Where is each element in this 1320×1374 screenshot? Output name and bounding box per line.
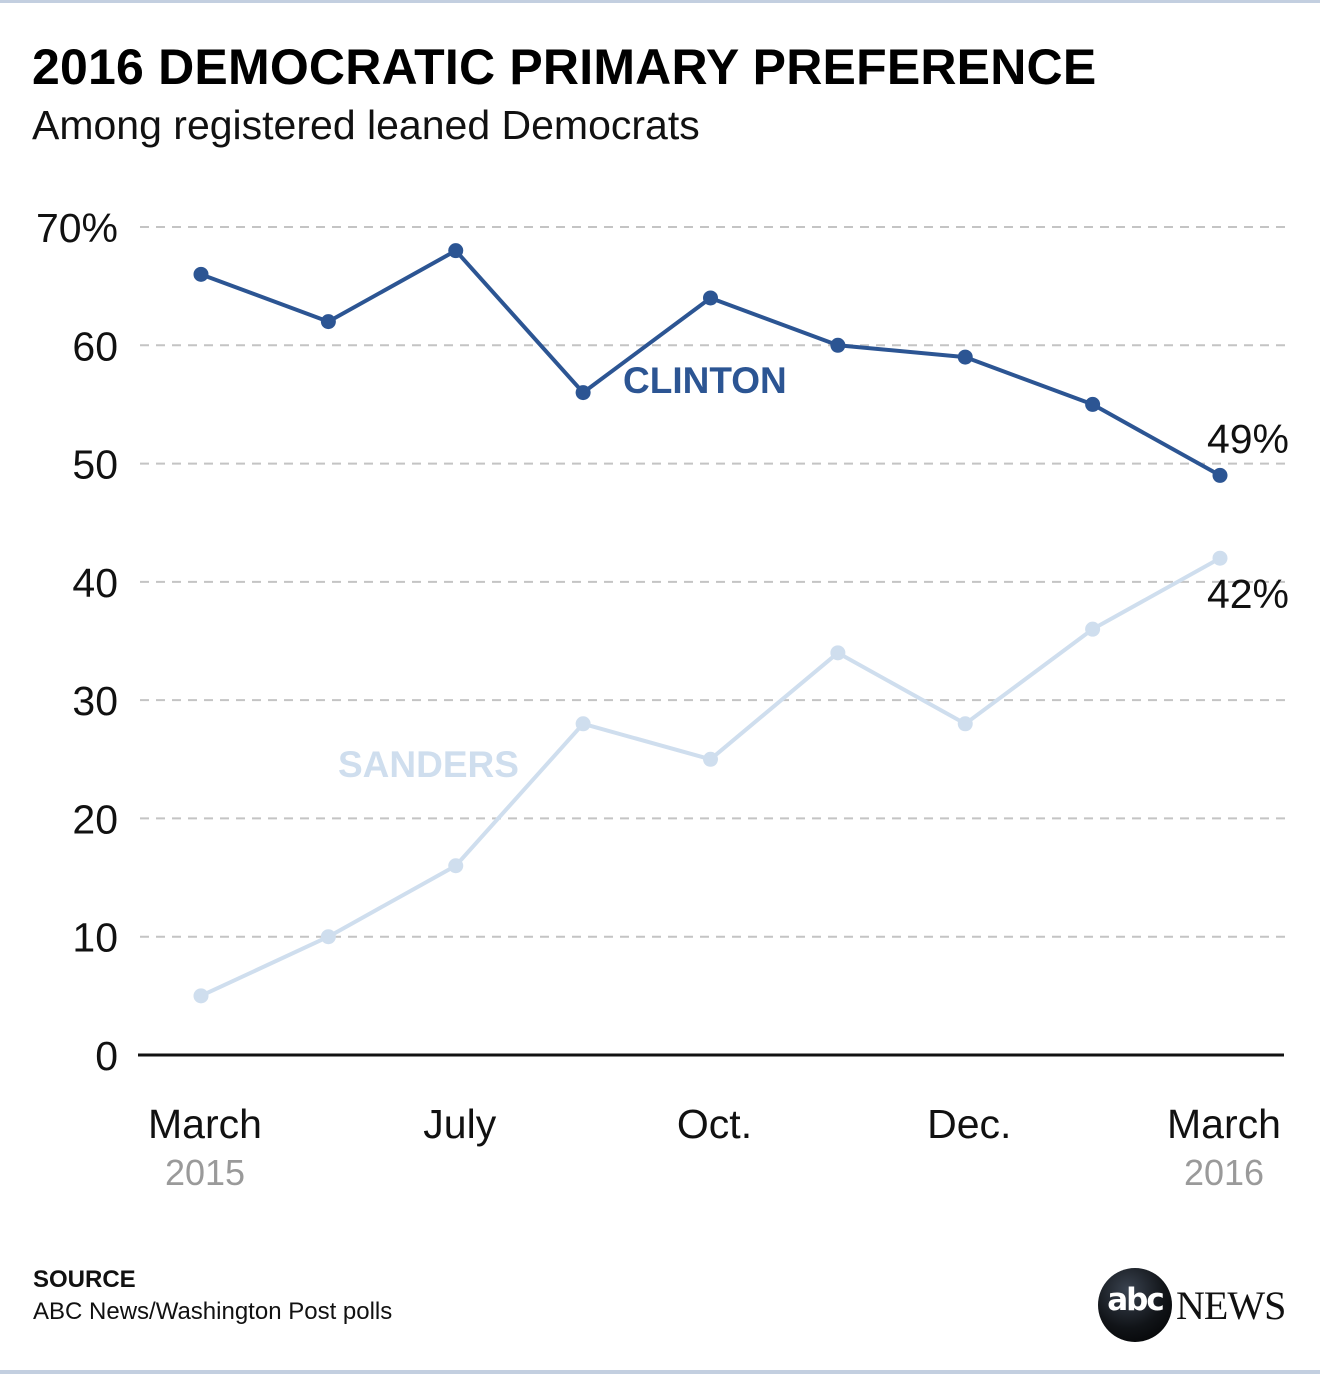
data-point-clinton (957, 349, 973, 365)
data-point-sanders (830, 645, 846, 661)
data-point-clinton (703, 290, 718, 306)
data-point-clinton (1085, 396, 1101, 412)
y-tick-label: 20 (72, 796, 118, 842)
data-point-sanders (320, 929, 336, 945)
data-point-clinton (575, 385, 591, 401)
series-label-sanders: SANDERS (338, 744, 519, 785)
x-tick-label: March (1167, 1101, 1281, 1147)
data-point-sanders (1085, 621, 1101, 637)
series-sanders (193, 550, 1228, 1004)
data-point-clinton (830, 337, 846, 353)
series-group (193, 243, 1228, 1004)
y-tick-label: 40 (72, 560, 118, 606)
x-tick-year-label: 2016 (1184, 1152, 1264, 1193)
abc-globe-icon (1098, 1268, 1172, 1342)
abc-news-logo: abc NEWS (1098, 1268, 1298, 1344)
x-tick-label: March (148, 1101, 262, 1147)
source-heading: SOURCE (33, 1266, 136, 1293)
end-label-sanders: 42% (1207, 571, 1289, 617)
x-tick-label: Oct. (677, 1101, 752, 1147)
data-point-sanders (1212, 550, 1228, 566)
data-point-sanders (957, 716, 973, 732)
chart-subtitle: Among registered leaned Democrats (32, 102, 700, 148)
logo-news-text: NEWS (1176, 1283, 1286, 1328)
y-tick-label: 30 (72, 678, 118, 724)
x-axis-ticks: March 2015 July Oct. Dec. March 2016 (148, 1101, 1281, 1193)
end-label-clinton: 49% (1207, 416, 1289, 462)
y-axis-ticks: 0 10 20 30 40 50 60 70% (36, 205, 118, 1079)
series-clinton (193, 243, 1228, 483)
data-point-clinton (320, 314, 336, 330)
data-point-sanders (193, 988, 209, 1004)
top-border (0, 0, 1320, 3)
data-point-sanders (575, 716, 591, 732)
bottom-border (0, 1370, 1320, 1374)
x-tick-year-label: 2015 (165, 1152, 245, 1193)
chart-title: 2016 DEMOCRATIC PRIMARY PREFERENCE (32, 39, 1097, 95)
y-tick-label: 50 (72, 442, 118, 488)
data-point-sanders (448, 858, 464, 874)
y-tick-label: 10 (72, 915, 118, 961)
data-point-clinton (448, 243, 464, 259)
data-point-clinton (193, 266, 209, 282)
gridlines (140, 226, 1285, 938)
logo-abc-text: abc (1107, 1282, 1165, 1318)
data-point-clinton (1212, 467, 1228, 483)
source-text: ABC News/Washington Post polls (33, 1298, 393, 1325)
data-point-sanders (703, 751, 718, 767)
y-tick-label: 70% (36, 205, 118, 251)
y-tick-label: 0 (95, 1033, 118, 1079)
x-tick-label: July (423, 1101, 496, 1147)
x-tick-label: Dec. (927, 1101, 1011, 1147)
series-label-clinton: CLINTON (623, 360, 787, 401)
y-tick-label: 60 (72, 323, 118, 369)
